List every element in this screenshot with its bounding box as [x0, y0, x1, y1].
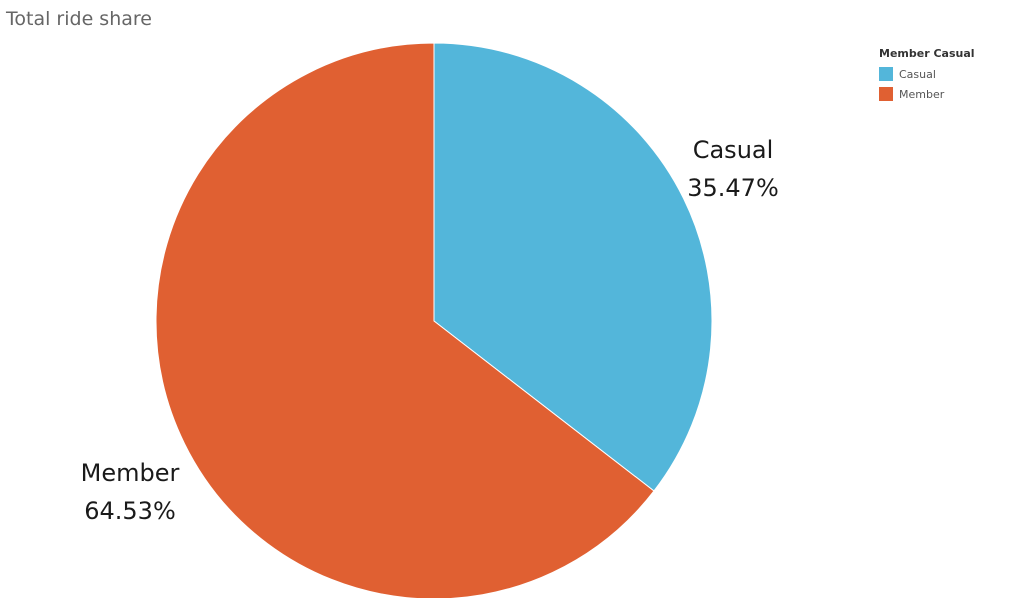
slice-label-member: Member	[81, 459, 180, 487]
legend-label-casual: Casual	[899, 67, 936, 81]
pie-slice-casual[interactable]	[433, 42, 713, 492]
legend-title: Member Casual	[879, 47, 975, 60]
legend-label-member: Member	[899, 87, 945, 101]
legend-swatch-member	[879, 87, 893, 101]
slice-value-casual: 35.47%	[687, 174, 779, 202]
legend-item-member[interactable]: Member	[879, 84, 1009, 104]
pie-slice-member[interactable]	[155, 42, 655, 598]
pie-slices	[155, 42, 713, 598]
legend-swatch-casual	[879, 67, 893, 81]
pie-labels: Casual 35.47% Member 64.53%	[81, 136, 779, 525]
chart-title: Total ride share	[6, 8, 152, 30]
legend: Member Casual Casual Member	[879, 47, 1009, 104]
slice-value-member: 64.53%	[84, 497, 176, 525]
legend-item-casual[interactable]: Casual	[879, 64, 1009, 84]
slice-label-casual: Casual	[693, 136, 774, 164]
